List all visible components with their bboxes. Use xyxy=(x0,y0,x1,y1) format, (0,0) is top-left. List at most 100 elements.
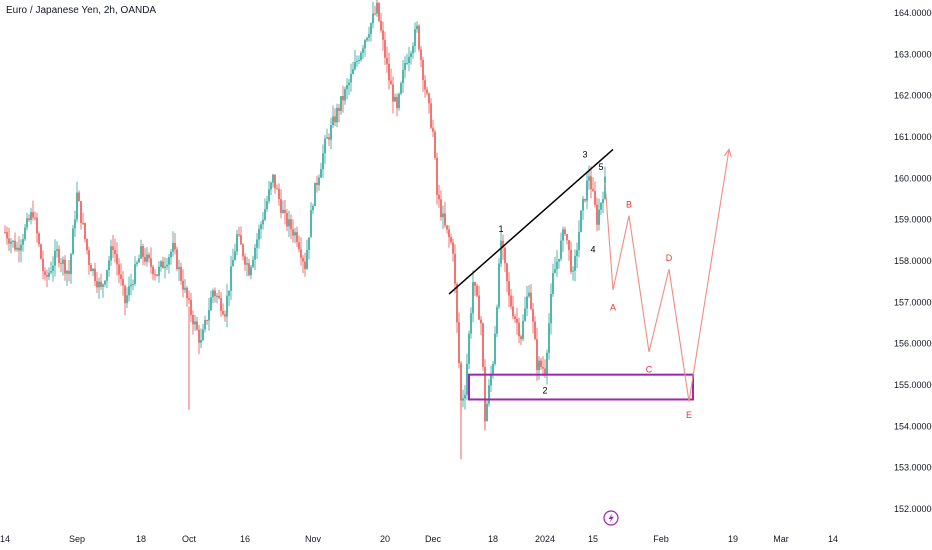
candle xyxy=(600,203,602,210)
candle xyxy=(568,240,570,250)
time-tick-label: 19 xyxy=(728,534,738,544)
flash-icon[interactable] xyxy=(603,510,619,526)
candle xyxy=(130,284,132,287)
candle xyxy=(318,177,320,186)
candle xyxy=(314,182,316,206)
candle xyxy=(50,271,52,273)
candle xyxy=(136,262,138,265)
candle xyxy=(220,297,222,311)
candle xyxy=(430,103,432,128)
candle xyxy=(310,210,312,238)
candle xyxy=(292,229,294,236)
candle xyxy=(164,266,166,269)
candle xyxy=(570,249,572,272)
candle xyxy=(428,93,430,104)
candle xyxy=(526,296,528,309)
candle xyxy=(92,268,94,272)
candle xyxy=(350,73,352,83)
candle xyxy=(458,322,460,364)
candle xyxy=(72,228,74,255)
candle xyxy=(560,240,562,259)
support-zone-box[interactable] xyxy=(468,373,694,401)
candle xyxy=(446,225,448,230)
candle xyxy=(592,189,594,191)
candle xyxy=(106,270,108,281)
candle xyxy=(154,274,156,276)
candle xyxy=(298,242,300,250)
candle xyxy=(340,96,342,111)
wave-label-1: 1 xyxy=(498,224,503,234)
projection-path[interactable] xyxy=(604,149,730,402)
candle xyxy=(374,13,376,15)
candle xyxy=(500,240,502,264)
candle xyxy=(52,265,54,272)
drawings-layer[interactable]: 1 2 3 4 5 A B C D E xyxy=(448,148,732,420)
projection-label-B: B xyxy=(626,199,632,209)
candle xyxy=(544,368,546,374)
candle xyxy=(576,250,578,257)
candle xyxy=(556,261,558,270)
candle xyxy=(18,247,20,251)
candle xyxy=(308,237,310,251)
candle xyxy=(128,286,130,296)
candle xyxy=(390,80,392,85)
candle xyxy=(366,37,368,41)
price-tick-label: 162.00000 xyxy=(894,91,932,101)
trendline[interactable] xyxy=(448,148,614,295)
candle xyxy=(496,307,498,334)
candle xyxy=(518,322,520,337)
candle xyxy=(252,259,254,267)
candle xyxy=(190,299,192,316)
candle xyxy=(38,233,40,245)
candle xyxy=(508,281,510,296)
candle xyxy=(492,364,494,375)
candle xyxy=(68,270,70,275)
candle xyxy=(186,287,188,298)
candle xyxy=(546,352,548,374)
candle xyxy=(478,295,480,320)
projection-label-C: C xyxy=(646,365,653,375)
price-axis[interactable]: 164.00000 163.00000 162.00000 161.00000 160.… xyxy=(894,8,932,514)
candle xyxy=(178,267,180,270)
candle xyxy=(94,268,96,282)
candle xyxy=(122,278,124,286)
candle xyxy=(64,259,66,274)
candle xyxy=(272,174,274,183)
candle xyxy=(104,280,106,285)
candle xyxy=(474,282,476,286)
time-tick-label: 14 xyxy=(0,534,10,544)
candle xyxy=(226,295,228,317)
candle xyxy=(572,270,574,272)
candle xyxy=(524,308,526,321)
candle xyxy=(304,261,306,269)
candle xyxy=(472,282,474,314)
candle xyxy=(324,138,326,154)
time-tick-label: Oct xyxy=(182,534,197,544)
time-axis[interactable]: 14 Sep 18 Oct 16 Nov 20 Dec 18 2024 15 Feb 19 Mar 14 xyxy=(0,534,838,544)
candle xyxy=(174,243,176,250)
candle xyxy=(370,23,372,35)
candle xyxy=(34,217,36,219)
candle xyxy=(554,269,556,274)
candle xyxy=(124,285,126,304)
price-tick-label: 161.00000 xyxy=(894,132,932,142)
wave-label-4: 4 xyxy=(590,245,595,255)
candle xyxy=(258,228,260,240)
chart-title: Euro / Japanese Yen, 2h, OANDA xyxy=(6,5,157,16)
candle xyxy=(282,209,284,213)
candle xyxy=(14,240,16,250)
candle xyxy=(278,188,280,200)
candle xyxy=(548,323,550,353)
candle xyxy=(224,314,226,317)
candle xyxy=(288,219,290,227)
candle xyxy=(468,333,470,364)
candle xyxy=(522,320,524,340)
candle xyxy=(8,238,10,244)
candle xyxy=(316,182,318,186)
candle xyxy=(168,257,170,265)
candle xyxy=(530,292,532,309)
candle xyxy=(488,385,490,404)
candle xyxy=(590,176,592,190)
candle xyxy=(158,266,160,276)
